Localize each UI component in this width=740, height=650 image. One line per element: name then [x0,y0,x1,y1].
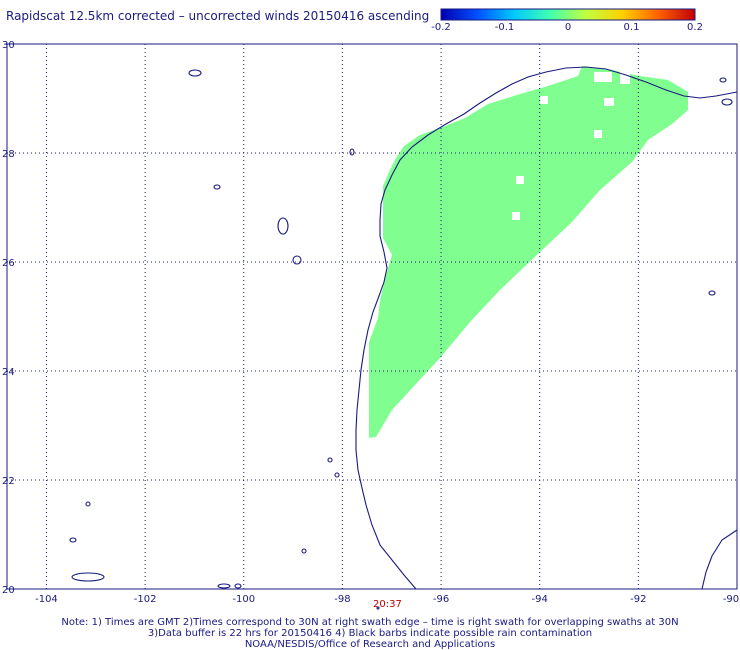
colorbar-tick-label: 0.1 [624,22,640,33]
lat-lon-grid [7,44,737,589]
swath-gap [516,176,524,184]
colorbar: -0.2 -0.1 0 0.1 0.2 [431,8,703,33]
note-line-3: NOAA/NESDIS/Office of Research and Appli… [244,639,496,650]
note-line-2: 3)Data buffer is 22 hrs for 20150416 4) … [147,628,593,639]
longitude-tick-label: -104 [35,594,58,605]
latitude-tick-label: 28 [2,149,15,160]
coast-island [234,583,242,589]
map-frame [6,43,738,590]
longitude-tick-label: -94 [532,594,548,605]
coast-island [85,501,91,507]
wind-swath [369,66,688,438]
swath-gap [540,96,548,104]
latitude-tick-label: 24 [2,367,15,378]
coast-island [217,583,231,589]
latitude-tick-label: 26 [2,258,15,269]
longitude-tick-label: -98 [334,594,350,605]
coast-island [721,98,733,106]
colorbar-scale [440,8,696,21]
coast-island [327,457,333,463]
colorbar-tick-label: -0.2 [431,22,451,33]
coast-island [301,548,307,554]
coast-island [213,184,221,190]
latitude-tick-label: 22 [2,476,15,487]
coastline-yucatan [701,529,738,590]
coast-island [188,69,202,77]
coast-island [719,77,727,83]
longitude-tick-label: -102 [134,594,157,605]
longitude-tick-label: -92 [630,594,646,605]
coast-island [71,572,105,582]
colorbar-tick-label: 0 [565,22,571,33]
coastline-gulf [355,66,738,590]
colorbar-tick-label: 0.2 [687,22,703,33]
swath-gap [620,70,630,84]
coast-island [376,606,380,610]
coast-island [334,472,340,478]
swath-gap [512,212,520,220]
latitude-tick-label: 30 [2,40,15,51]
swath-time-label: 20:37 [373,599,402,610]
longitude-ticks: -104 -102 -100 -98 -96 -94 -92 -90 [35,594,739,605]
latitude-tick-label: 20 [2,585,15,596]
colorbar-tick-label: -0.1 [495,22,515,33]
swath-gap [594,130,602,138]
longitude-tick-label: -90 [723,594,739,605]
coast-island [292,255,302,265]
swath-gap [604,98,614,106]
coast-island [277,217,289,235]
coast-island [349,148,355,156]
longitude-tick-label: -96 [433,594,449,605]
note-line-1: Note: 1) Times are GMT 2)Times correspon… [61,617,679,628]
swath-cells [369,66,688,438]
swath-gap [594,72,612,82]
coast-island [708,290,716,296]
latitude-ticks: 20 22 24 26 28 30 [2,40,15,596]
coastline [69,66,738,610]
coast-island [69,537,77,543]
longitude-tick-label: -100 [232,594,255,605]
map-title: Rapidscat 12.5km corrected – uncorrected… [6,9,430,23]
